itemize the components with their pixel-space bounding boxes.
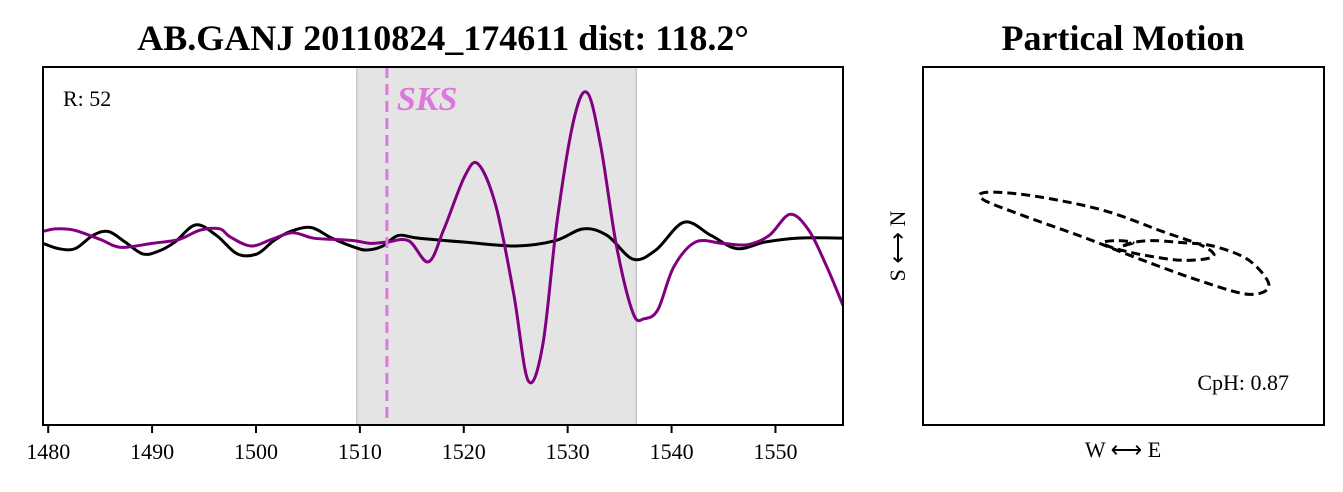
x-tick-label: 1530: [546, 439, 590, 464]
x-tick-label: 1510: [338, 439, 382, 464]
coherence-annotation: CpH: 0.87: [1197, 370, 1289, 395]
transverse-component-trace: [43, 90, 843, 385]
x-axis-label: W ⟷ E: [1085, 437, 1161, 462]
particle-motion-panel: Partical Motion CpH: 0.87 W ⟷ E S ⟷ N: [885, 18, 1325, 462]
waveform-panel: AB.GANJ 20110824_174611 dist: 118.2° SKS…: [26, 18, 844, 464]
sks-phase-label: SKS: [397, 81, 458, 118]
waveform-axes-frame: [42, 66, 844, 426]
x-tick-label: 1480: [26, 439, 70, 464]
particle-motion-axes-frame: [922, 66, 1325, 426]
waveform-title: AB.GANJ 20110824_174611 dist: 118.2°: [137, 18, 748, 58]
x-tick-label: 1500: [234, 439, 278, 464]
x-tick-label: 1540: [650, 439, 694, 464]
particle-motion-title: Partical Motion: [1002, 18, 1245, 58]
x-tick-label: 1490: [130, 439, 174, 464]
radial-component-trace: [43, 220, 843, 262]
x-tick-label: 1520: [442, 439, 486, 464]
y-axis-label: S ⟷ N: [885, 211, 910, 282]
particle-motion-trace: [977, 190, 1271, 296]
rank-annotation: R: 52: [63, 86, 111, 111]
x-tick-label: 1550: [753, 439, 797, 464]
